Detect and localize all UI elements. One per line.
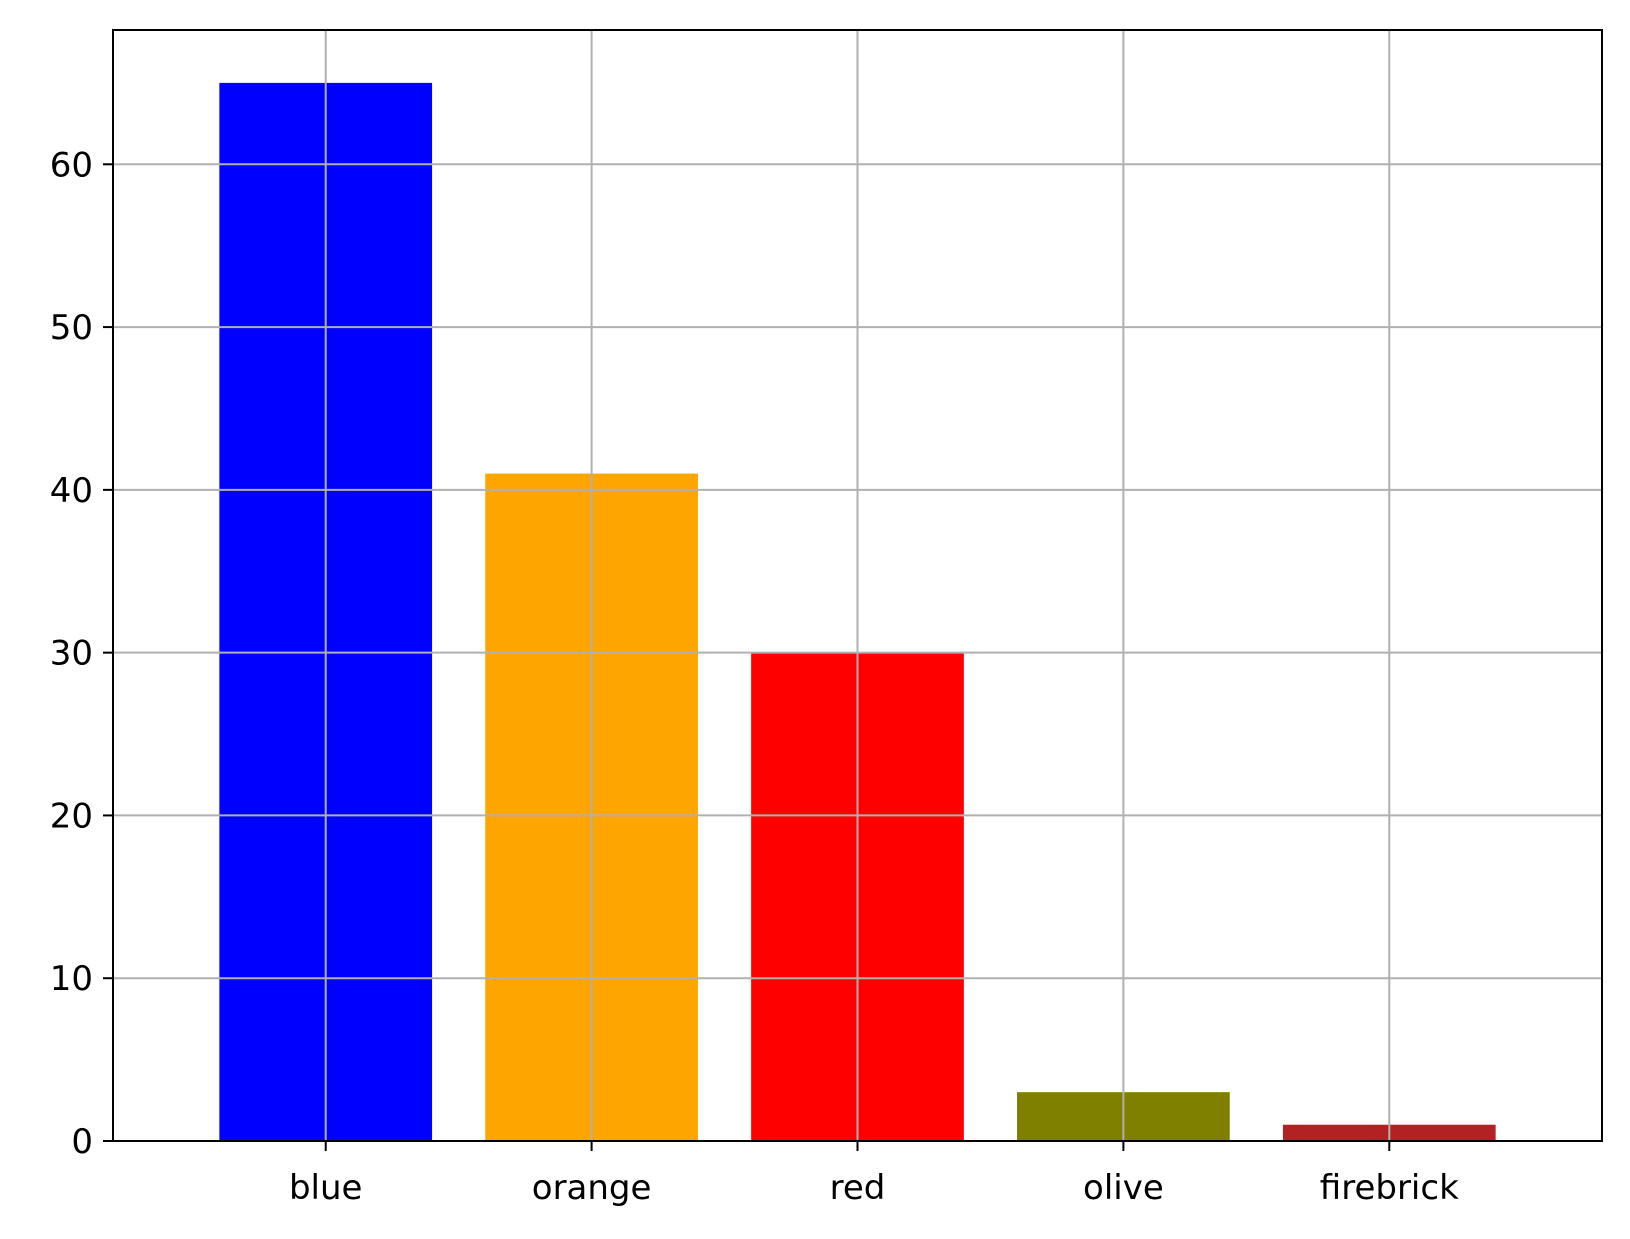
x-tick-label: red bbox=[830, 1168, 886, 1208]
y-tick-label: 40 bbox=[50, 471, 93, 511]
x-tick-label: orange bbox=[532, 1168, 652, 1208]
y-axis-ticks: 0 10 20 30 40 50 60 bbox=[50, 145, 113, 1162]
x-tick-label: olive bbox=[1083, 1168, 1164, 1208]
y-tick-label: 30 bbox=[50, 634, 93, 674]
x-axis-ticks: blue orange red olive firebrick bbox=[289, 1141, 1459, 1208]
y-tick-label: 20 bbox=[50, 796, 93, 836]
plot-area: blue orange red olive firebrick 0 10 20 30 40 50 6… bbox=[50, 29, 1603, 1208]
x-tick-label: blue bbox=[289, 1168, 363, 1208]
x-tick-label: firebrick bbox=[1320, 1168, 1459, 1208]
y-tick-label: 60 bbox=[50, 145, 93, 185]
y-tick-label: 0 bbox=[71, 1122, 93, 1162]
y-tick-label: 10 bbox=[50, 959, 93, 999]
y-tick-label: 50 bbox=[50, 308, 93, 348]
